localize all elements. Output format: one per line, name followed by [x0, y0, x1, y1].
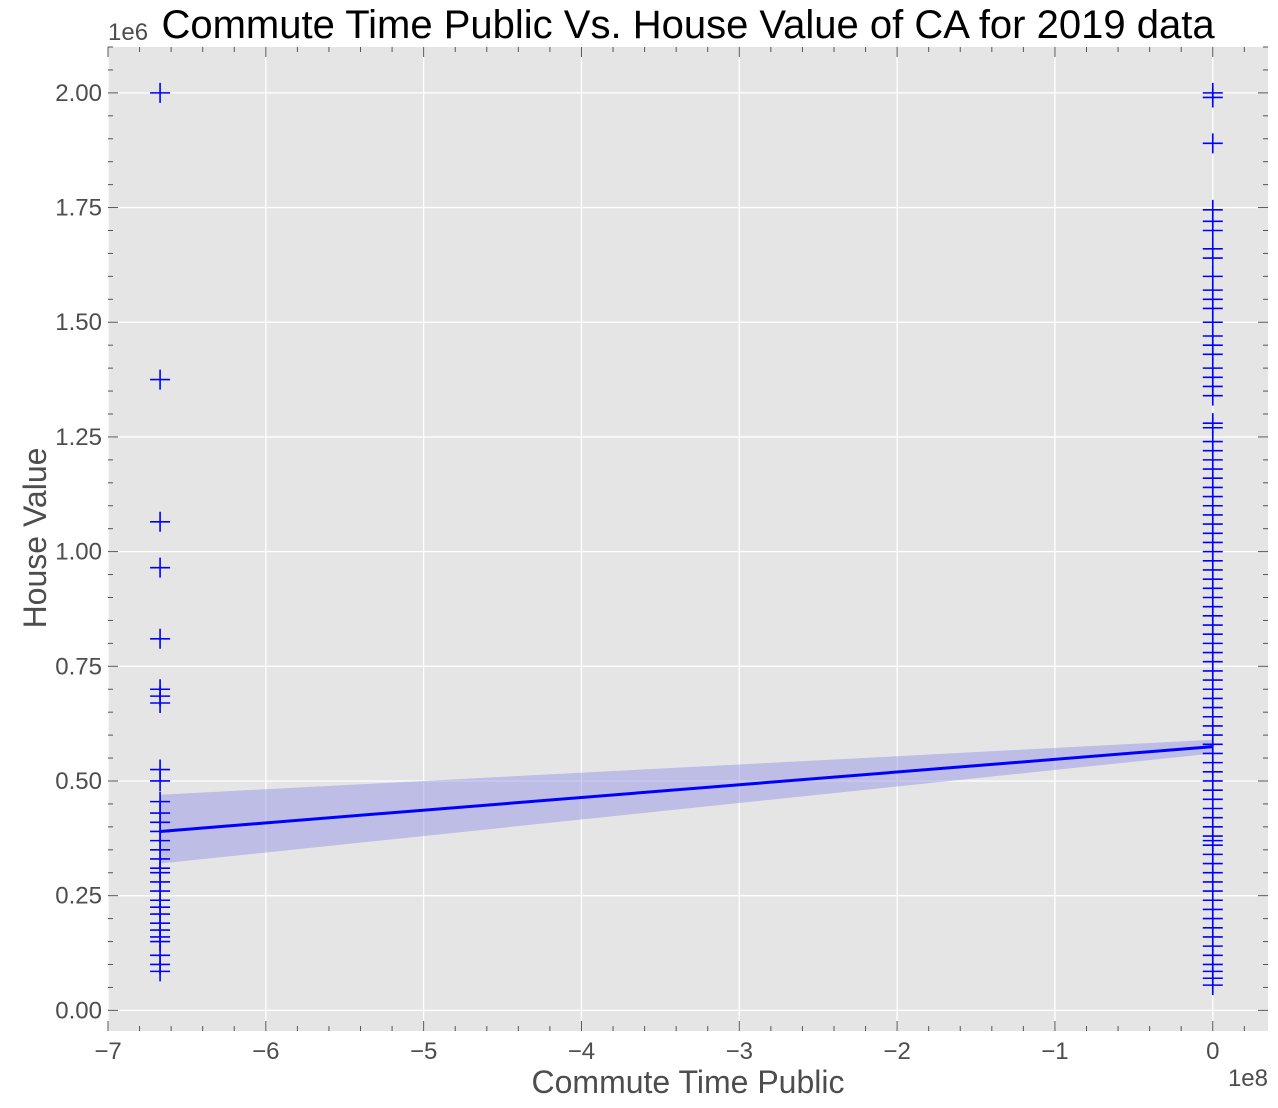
y-tick-label: 0.25: [55, 883, 102, 910]
y-axis-label: House Value: [17, 448, 53, 629]
data-point: [1202, 87, 1223, 108]
plot-area: −7 −6 −5 −4 −3 −2 −1 0 0.00 0.25 0.50 0.75 1.00 1.25 1…: [55, 46, 1268, 1065]
data-point: [1202, 248, 1223, 269]
x-tick-label: −1: [1041, 1038, 1068, 1065]
chart-title: Commute Time Public Vs. House Value of C…: [161, 3, 1215, 47]
y-tick-label: 1.25: [55, 424, 102, 451]
x-tick-label: −5: [410, 1038, 437, 1065]
y-tick-label: 1.50: [55, 309, 102, 336]
confidence-band: [160, 739, 1213, 864]
data-point: [1202, 975, 1223, 996]
data-point: [150, 628, 171, 649]
x-offset-label: 1e8: [1228, 1065, 1268, 1092]
data-point: [1202, 385, 1223, 406]
x-axis-label: Commute Time Public: [532, 1064, 845, 1100]
x-tick-label: −7: [94, 1038, 121, 1065]
y-tick-label: 0.50: [55, 768, 102, 795]
y-tick-label: 1.00: [55, 539, 102, 566]
data-point: [1202, 220, 1223, 241]
data-point: [150, 693, 171, 713]
data-point: [150, 82, 171, 103]
x-tick-label: −4: [568, 1038, 595, 1065]
x-tick-label: −2: [883, 1038, 910, 1065]
y-tick-label: 1.75: [55, 195, 102, 222]
data-point: [150, 770, 171, 791]
y-tick-label: 0.75: [55, 653, 102, 680]
data-point: [150, 369, 171, 390]
plot-background: [108, 47, 1268, 1031]
data-point: [1202, 133, 1223, 154]
y-tick-label: 0.00: [55, 997, 102, 1024]
data-point: [150, 557, 171, 578]
y-tick-label: 2.00: [55, 80, 102, 107]
regression-line: [159, 745, 1213, 833]
data-point: [150, 511, 171, 532]
data-point: [150, 961, 171, 982]
x-tick-label: −3: [726, 1038, 753, 1065]
x-tick-label: −6: [252, 1038, 279, 1065]
x-tick-label: 0: [1206, 1038, 1219, 1065]
y-offset-label: 1e6: [108, 19, 148, 46]
